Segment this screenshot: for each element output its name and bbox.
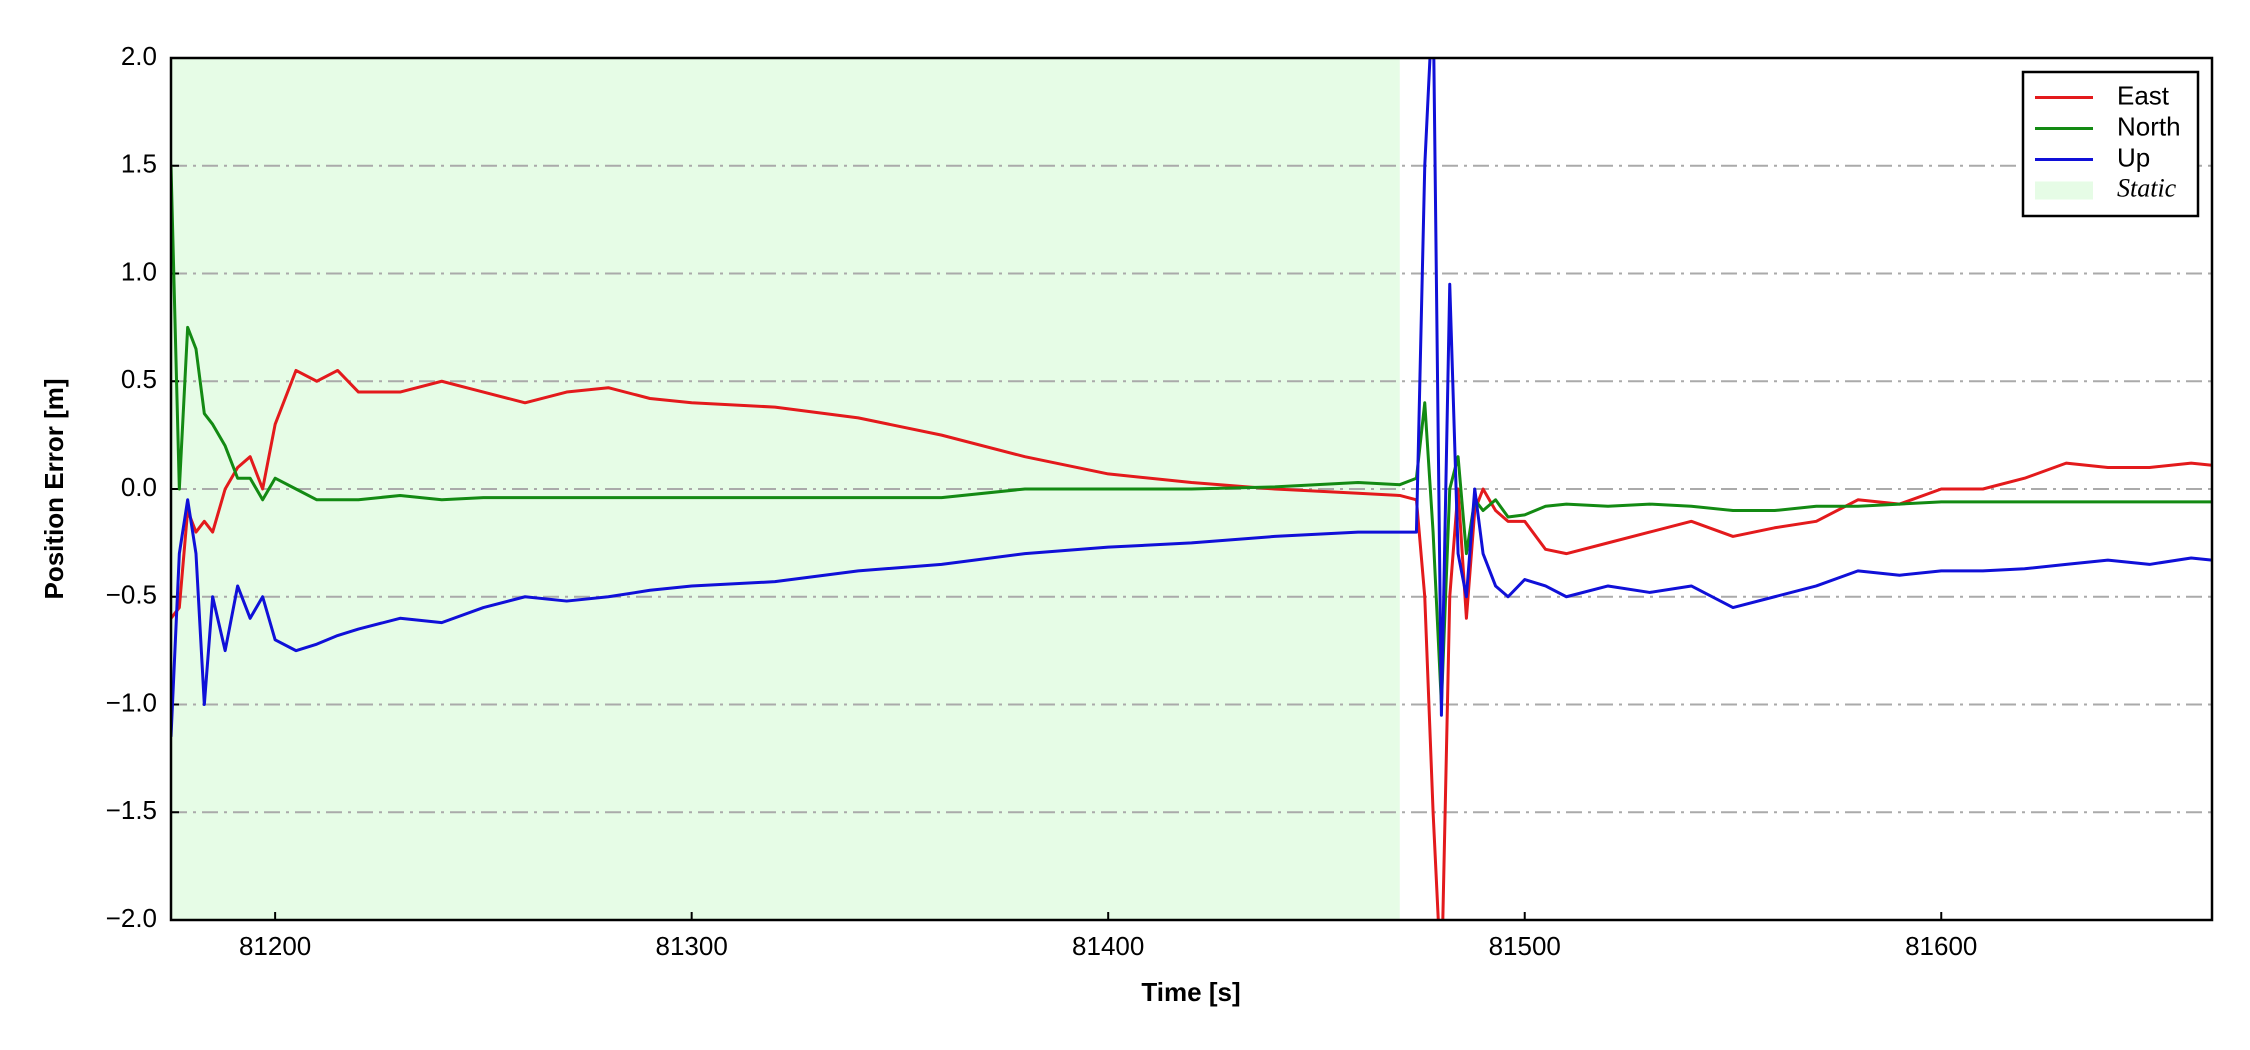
y-tick-label: −0.5 [106, 580, 157, 610]
x-tick-label: 81200 [239, 931, 311, 961]
y-tick-label: −1.0 [106, 687, 157, 717]
y-axis-label: Position Error [m] [39, 378, 69, 599]
x-tick-label: 81500 [1489, 931, 1561, 961]
y-tick-label: 1.5 [121, 149, 157, 179]
x-tick-label: 81600 [1905, 931, 1977, 961]
series-line [171, 58, 2212, 737]
x-tick-label: 81300 [656, 931, 728, 961]
y-tick-label: 1.0 [121, 256, 157, 286]
legend-label: East [2117, 80, 2170, 110]
y-tick-label: 2.0 [121, 41, 157, 71]
x-tick-label: 81400 [1072, 931, 1144, 961]
plot-frame [169, 56, 2214, 922]
series-line [171, 368, 2212, 920]
plot-area [171, 58, 2212, 920]
legend-label: Up [2117, 142, 2150, 172]
legend-swatch [2035, 181, 2093, 200]
y-tick-label: 0.5 [121, 364, 157, 394]
y-tick-label: 0.0 [121, 472, 157, 502]
legend-label: North [2117, 111, 2181, 141]
y-tick-label: −2.0 [106, 903, 157, 933]
series-line [171, 165, 2212, 706]
y-tick-label: −1.5 [106, 795, 157, 825]
legend-label: Static [2117, 173, 2177, 202]
x-axis-label: Time [s] [1141, 977, 1240, 1007]
